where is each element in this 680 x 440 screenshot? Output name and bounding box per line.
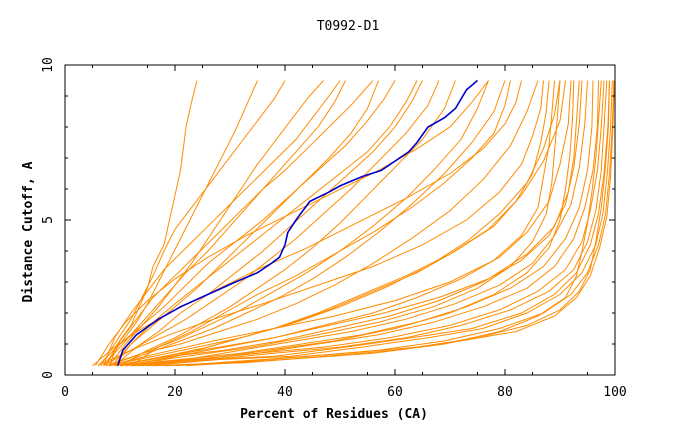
series-line-13 [106, 80, 539, 367]
series-line-20 [136, 80, 599, 367]
series-line-32 [108, 80, 555, 367]
x-tick-label: 40 [277, 385, 293, 400]
series-line-25 [152, 80, 615, 367]
y-tick-label: 10 [41, 57, 56, 73]
series-line-35 [94, 80, 489, 366]
series-line-40 [141, 80, 550, 367]
chart-title: T0992-D1 [317, 19, 380, 34]
series-line-33 [97, 80, 544, 367]
plot-frame [64, 64, 616, 376]
x-tick-label: 80 [497, 385, 513, 400]
highlight-layer [117, 79, 479, 366]
series-line-11 [108, 80, 489, 367]
series-line-18 [130, 80, 588, 367]
highlight-series-line [117, 79, 479, 366]
series-line-3 [100, 80, 286, 366]
x-tick-label: 20 [167, 385, 183, 400]
y-tick-label: 5 [41, 216, 56, 224]
x-axis: 0 20 40 60 80 100 [61, 65, 627, 400]
series-line-8 [114, 80, 423, 367]
series-line-27 [174, 80, 610, 367]
series-line-15 [108, 80, 566, 367]
series-line-17 [114, 80, 583, 367]
series-line-31 [119, 80, 561, 367]
series-line-28 [185, 80, 602, 367]
series-line-6 [111, 80, 379, 367]
y-axis: 0 5 10 [41, 57, 615, 379]
series-line-4 [108, 80, 324, 367]
series-line-24 [147, 80, 613, 367]
series-line-16 [125, 80, 572, 367]
series-line-37 [108, 80, 374, 366]
series-layer [92, 80, 615, 367]
series-line-7 [97, 80, 396, 367]
series-line-12 [114, 80, 506, 367]
series-line-26 [163, 80, 615, 367]
series-line-30 [136, 80, 575, 367]
series-line-34 [92, 80, 522, 367]
y-tick-label: 0 [41, 371, 56, 379]
y-axis-label: Distance Cutoff, A [21, 161, 36, 302]
series-line-19 [119, 80, 594, 367]
x-tick-label: 60 [387, 385, 403, 400]
series-line-36 [103, 80, 341, 366]
series-line-23 [130, 80, 610, 367]
series-line-39 [130, 80, 511, 367]
series-line-38 [114, 80, 418, 367]
series-line-1 [105, 80, 198, 366]
series-line-10 [119, 80, 456, 367]
series-line-22 [141, 80, 608, 367]
x-tick-label: 0 [61, 385, 69, 400]
series-line-5 [103, 80, 346, 367]
series-line-21 [125, 80, 605, 367]
x-axis-label: Percent of Residues (CA) [240, 407, 428, 422]
series-line-29 [114, 80, 580, 367]
series-line-2 [103, 80, 258, 367]
x-tick-label: 100 [603, 385, 626, 400]
